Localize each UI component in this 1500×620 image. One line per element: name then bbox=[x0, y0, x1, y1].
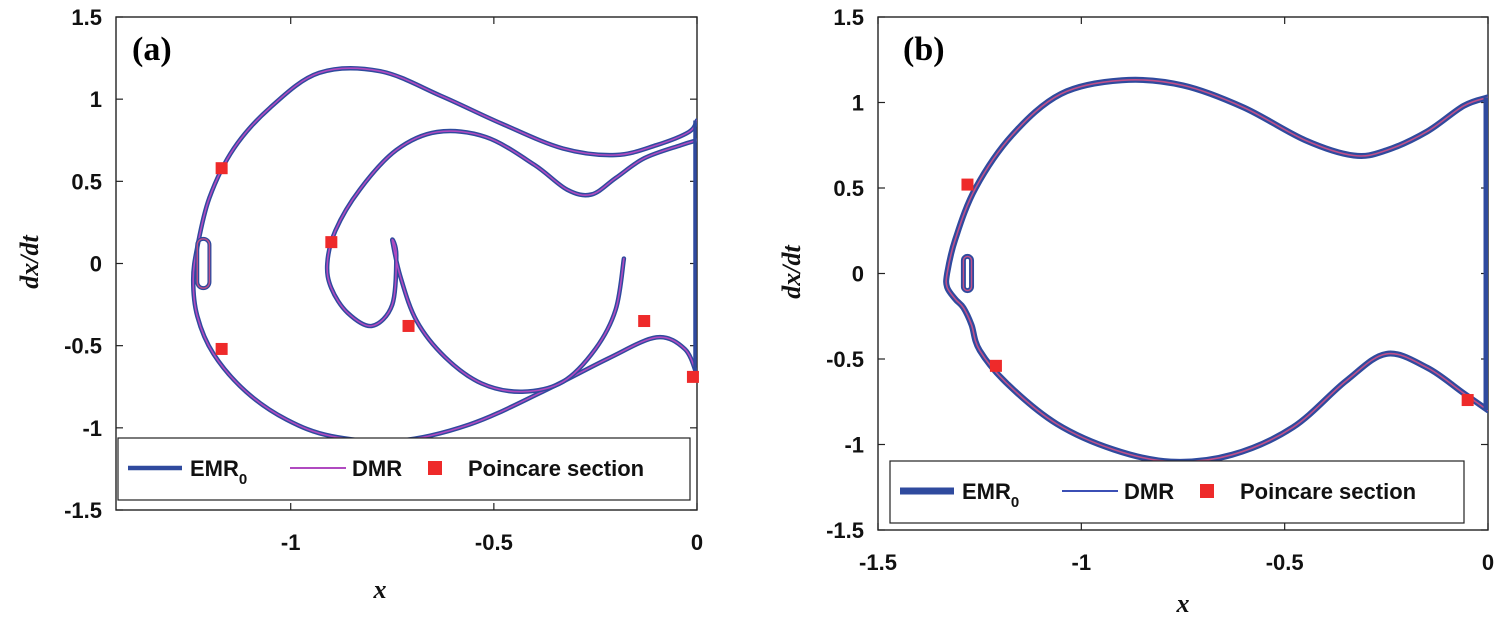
y-tick-label: 0 bbox=[90, 252, 102, 277]
legend: EMR0 DMR Poincare section bbox=[889, 460, 1465, 524]
legend-dmr-label: DMR bbox=[1124, 479, 1174, 504]
y-tick-label: 0.5 bbox=[71, 169, 102, 194]
emr0-series-line bbox=[190, 66, 697, 444]
x-tick-label: -1.5 bbox=[859, 550, 897, 575]
dmr-small-loop bbox=[962, 255, 973, 292]
curves bbox=[190, 66, 697, 444]
legend-dmr-label: DMR bbox=[352, 456, 402, 481]
chart-panel-a: -1.5 -1 -0.5 0 0.5 1 1.5 -1 -0.5 0 EMR0 DMR Poincare… bbox=[15, 5, 703, 604]
axes-box bbox=[115, 16, 698, 511]
y-tick-label: -0.5 bbox=[826, 347, 864, 372]
poincare-point bbox=[961, 178, 974, 191]
poincare-point bbox=[325, 236, 338, 249]
legend-emr0-label: EMR0 bbox=[190, 456, 247, 488]
legend-poincare-swatch bbox=[1200, 484, 1214, 498]
y-tick-label: 0 bbox=[852, 262, 864, 287]
legend-emr0-label: EMR0 bbox=[962, 479, 1019, 511]
legend-poincare-label: Poincare section bbox=[468, 456, 644, 481]
y-tick-label: -1.5 bbox=[64, 498, 102, 523]
y-tick-label: -1 bbox=[844, 433, 864, 458]
poincare-point bbox=[686, 370, 699, 383]
poincare-point bbox=[989, 359, 1002, 372]
legend-box bbox=[889, 460, 1465, 524]
y-tick-label: 1 bbox=[852, 91, 864, 116]
x-tick-label: -1 bbox=[1072, 550, 1092, 575]
legend-poincare-swatch bbox=[428, 461, 442, 475]
emr0-small-loop bbox=[195, 236, 212, 291]
dmr-small-loop bbox=[196, 238, 211, 289]
legend-box bbox=[117, 437, 691, 501]
poincare-point bbox=[215, 162, 228, 175]
poincare-point bbox=[1461, 394, 1474, 407]
curves bbox=[943, 76, 1488, 465]
y-tick-label: 1.5 bbox=[833, 5, 864, 30]
x-axis-label: x bbox=[1176, 589, 1190, 618]
y-tick-label: -0.5 bbox=[64, 334, 102, 359]
dmr-series-line bbox=[192, 67, 697, 443]
poincare-point bbox=[402, 319, 415, 332]
emr0-series-line bbox=[324, 128, 697, 394]
y-tick-label: 1.5 bbox=[71, 5, 102, 30]
x-axis-label: x bbox=[373, 575, 387, 604]
y-tick-label: -1.5 bbox=[826, 518, 864, 543]
legend: EMR0 DMR Poincare section bbox=[117, 437, 691, 501]
x-tick-label: 0 bbox=[691, 530, 703, 555]
legend-poincare-label: Poincare section bbox=[1240, 479, 1416, 504]
x-tick-label: -1 bbox=[281, 530, 301, 555]
dmr-series-line bbox=[945, 79, 1488, 463]
x-tick-label: 0 bbox=[1482, 550, 1494, 575]
x-tick-label: -0.5 bbox=[475, 530, 513, 555]
panel-label: (b) bbox=[903, 31, 945, 68]
emr0-series-line bbox=[943, 76, 1488, 465]
panel-label: (a) bbox=[132, 31, 172, 68]
poincare-point bbox=[215, 342, 228, 355]
y-tick-label: 0.5 bbox=[833, 176, 864, 201]
y-axis-label: dx/dt bbox=[15, 235, 44, 289]
y-tick-label: -1 bbox=[82, 416, 102, 441]
dmr-series-line bbox=[326, 130, 697, 393]
poincare-point bbox=[638, 315, 651, 328]
chart-panel-b: -1.5 -1 -0.5 0 0.5 1 1.5 -1.5 -1 -0.5 0 EMR0 DMR Poin… bbox=[777, 5, 1494, 618]
y-tick-label: 1 bbox=[90, 87, 102, 112]
y-axis-label: dx/dt bbox=[777, 245, 806, 299]
x-tick-label: -0.5 bbox=[1266, 550, 1304, 575]
emr0-small-loop bbox=[960, 253, 975, 294]
